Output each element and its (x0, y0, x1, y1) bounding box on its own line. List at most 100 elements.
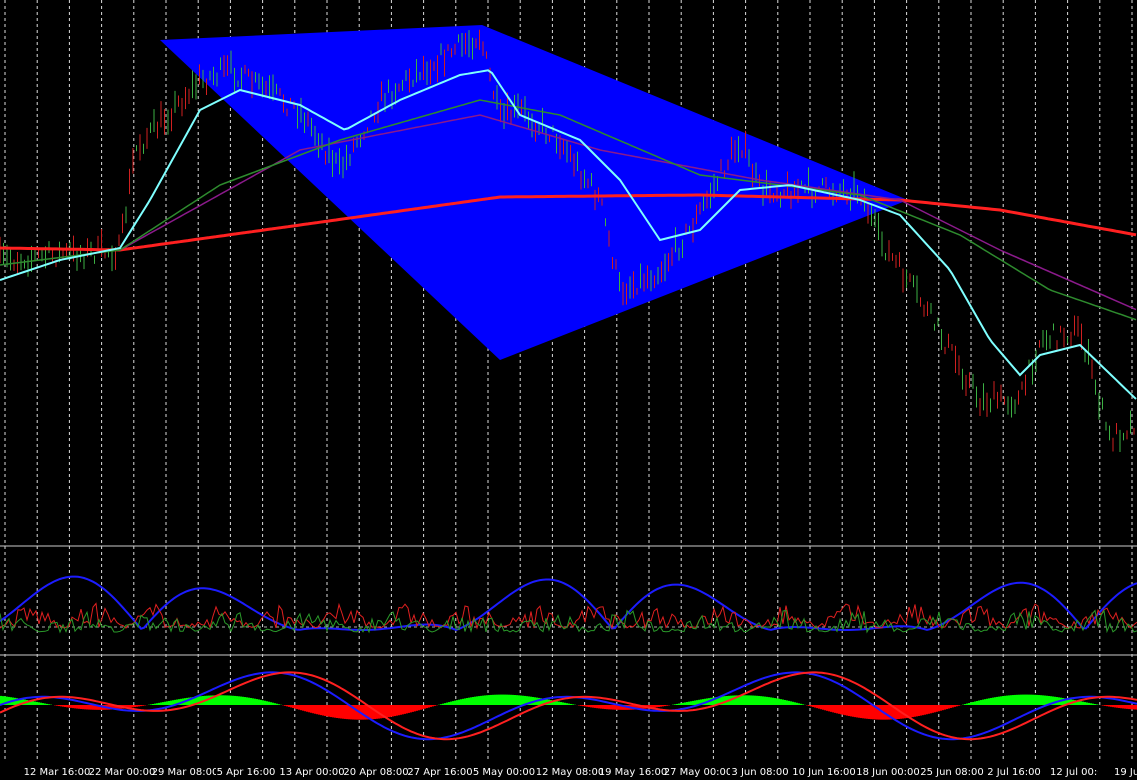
histogram-bar (34, 701, 36, 705)
time-label: 5 May 00:00 (473, 767, 535, 778)
histogram-bar (1114, 705, 1116, 708)
histogram-bar (558, 701, 560, 705)
histogram-bar (656, 705, 658, 708)
histogram-bar (964, 704, 966, 705)
histogram-bar (372, 705, 374, 720)
histogram-bar (1030, 694, 1032, 705)
label-background (410, 763, 472, 779)
histogram-bar (660, 705, 662, 707)
histogram-bar (862, 705, 864, 719)
histogram-bar (138, 705, 140, 707)
histogram-bar (502, 694, 504, 705)
time-label: 2 Jul 16:00 (987, 767, 1041, 778)
histogram-bar (58, 705, 60, 707)
histogram-bar (490, 694, 492, 705)
histogram-bar (696, 700, 698, 705)
histogram-bar (1110, 705, 1112, 707)
histogram-bar (390, 705, 392, 717)
histogram-bar (784, 699, 786, 705)
label-background (346, 763, 408, 779)
time-label: 20 Apr 08:00 (343, 767, 408, 778)
histogram-bar (570, 703, 572, 705)
histogram-bar (1026, 694, 1028, 705)
histogram-bar (246, 697, 248, 705)
histogram-bar (636, 705, 638, 710)
histogram-bar (40, 702, 42, 705)
histogram-bar (218, 695, 220, 705)
histogram-bar (514, 695, 516, 705)
histogram-bar (428, 705, 430, 708)
histogram-bar (60, 705, 62, 707)
histogram-bar (712, 697, 714, 705)
histogram-bar (334, 705, 336, 718)
histogram-bar (1036, 694, 1038, 705)
histogram-bar (188, 697, 190, 705)
histogram-bar (396, 705, 398, 716)
histogram-bar (66, 705, 68, 708)
histogram-bar (888, 705, 890, 720)
histogram-bar (82, 705, 84, 710)
histogram-bar (634, 705, 636, 710)
histogram-bar (84, 705, 86, 710)
histogram-bar (278, 704, 280, 705)
histogram-bar (716, 697, 718, 705)
histogram-bar (722, 696, 724, 705)
histogram-bar (154, 703, 156, 705)
label-background (730, 763, 792, 779)
histogram-bar (540, 698, 542, 705)
histogram-bar (468, 697, 470, 705)
histogram-bar (586, 705, 588, 707)
histogram-bar (908, 705, 910, 718)
histogram-bar (822, 705, 824, 710)
histogram-bar (838, 705, 840, 714)
histogram-bar (978, 700, 980, 705)
histogram-bar (56, 705, 58, 706)
histogram-bar (520, 695, 522, 705)
histogram-bar (676, 703, 678, 705)
histogram-bar (454, 700, 456, 705)
histogram-bar (1134, 705, 1136, 710)
histogram-bar (972, 701, 974, 705)
histogram-bar (914, 705, 916, 717)
indicator-panel-2 (0, 671, 1137, 741)
histogram-bar (724, 696, 726, 705)
histogram-bar (150, 704, 152, 705)
histogram-bar (1120, 705, 1122, 709)
histogram-bar (470, 697, 472, 705)
histogram-bar (1010, 695, 1012, 705)
histogram-bar (336, 705, 338, 718)
histogram-bar (366, 705, 368, 720)
histogram-bar (404, 705, 406, 714)
histogram-bar (994, 697, 996, 705)
histogram-bar (374, 705, 376, 720)
histogram-bar (928, 705, 930, 714)
histogram-bar (770, 697, 772, 705)
histogram-bar (300, 705, 302, 711)
histogram-bar (692, 700, 694, 705)
histogram-bar (870, 705, 872, 720)
time-label: 3 Jun 08:00 (731, 767, 788, 778)
histogram-bar (802, 704, 804, 705)
histogram-bar (260, 699, 262, 705)
time-label: 27 Apr 16:00 (407, 767, 472, 778)
histogram-bar (1008, 695, 1010, 705)
histogram-bar (902, 705, 904, 719)
histogram-bar (750, 695, 752, 705)
indicator-line (0, 609, 1137, 634)
histogram-bar (930, 705, 932, 714)
histogram-bar (16, 698, 18, 705)
histogram-bar (88, 705, 90, 710)
histogram-bar (38, 702, 40, 705)
histogram-bar (790, 701, 792, 705)
label-background (858, 763, 920, 779)
histogram-bar (568, 703, 570, 705)
moving-average (0, 99, 1137, 321)
histogram-bar (654, 705, 656, 708)
histogram-bar (1024, 694, 1026, 705)
histogram-bar (826, 705, 828, 711)
histogram-bar (700, 699, 702, 705)
histogram-bar (518, 695, 520, 705)
histogram-bar (958, 705, 960, 706)
histogram-bar (940, 705, 942, 711)
histogram-bar (286, 705, 288, 707)
